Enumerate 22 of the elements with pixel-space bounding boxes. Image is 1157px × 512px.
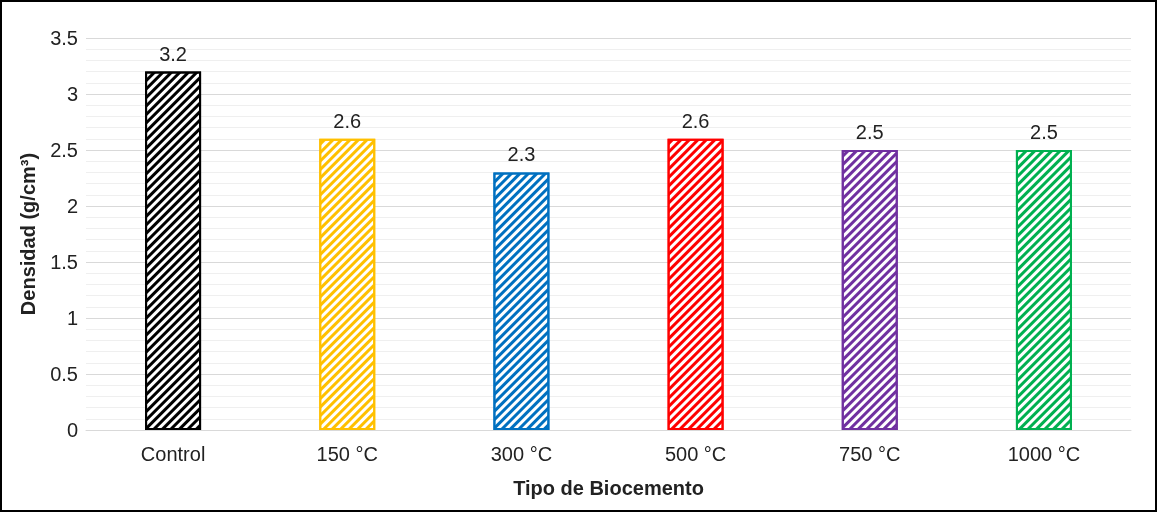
- y-axis-title: Densidad (g/cm³): [17, 152, 39, 316]
- y-tick-label: 2: [66, 195, 78, 217]
- data-label: 2.5: [855, 121, 884, 143]
- data-label: 2.5: [1030, 121, 1058, 143]
- y-tick-label: 2.5: [50, 139, 78, 161]
- x-tick-label: 750 °C: [839, 443, 901, 465]
- x-tick-label: 150 °C: [316, 443, 378, 465]
- y-tick-label: 1.5: [50, 251, 78, 273]
- data-label: 3.2: [159, 42, 187, 65]
- y-tick-label: 3: [66, 83, 78, 105]
- data-label: 2.6: [681, 109, 710, 132]
- x-axis-title: Tipo de Biocemento: [513, 477, 704, 499]
- data-label: 2.6: [333, 109, 362, 132]
- y-tick-label: 1: [66, 307, 78, 329]
- x-tick-label: 300 °C: [490, 443, 553, 465]
- x-tick-label: 500 °C: [664, 443, 727, 465]
- y-tick-label: 3.5: [50, 27, 78, 49]
- data-label: 2.3: [507, 143, 536, 166]
- y-tick-label: 0.5: [50, 363, 78, 385]
- y-tick-label: 0: [66, 419, 78, 441]
- x-tick-label: Control: [140, 443, 206, 465]
- x-tick-label: 1000 °C: [1007, 443, 1081, 465]
